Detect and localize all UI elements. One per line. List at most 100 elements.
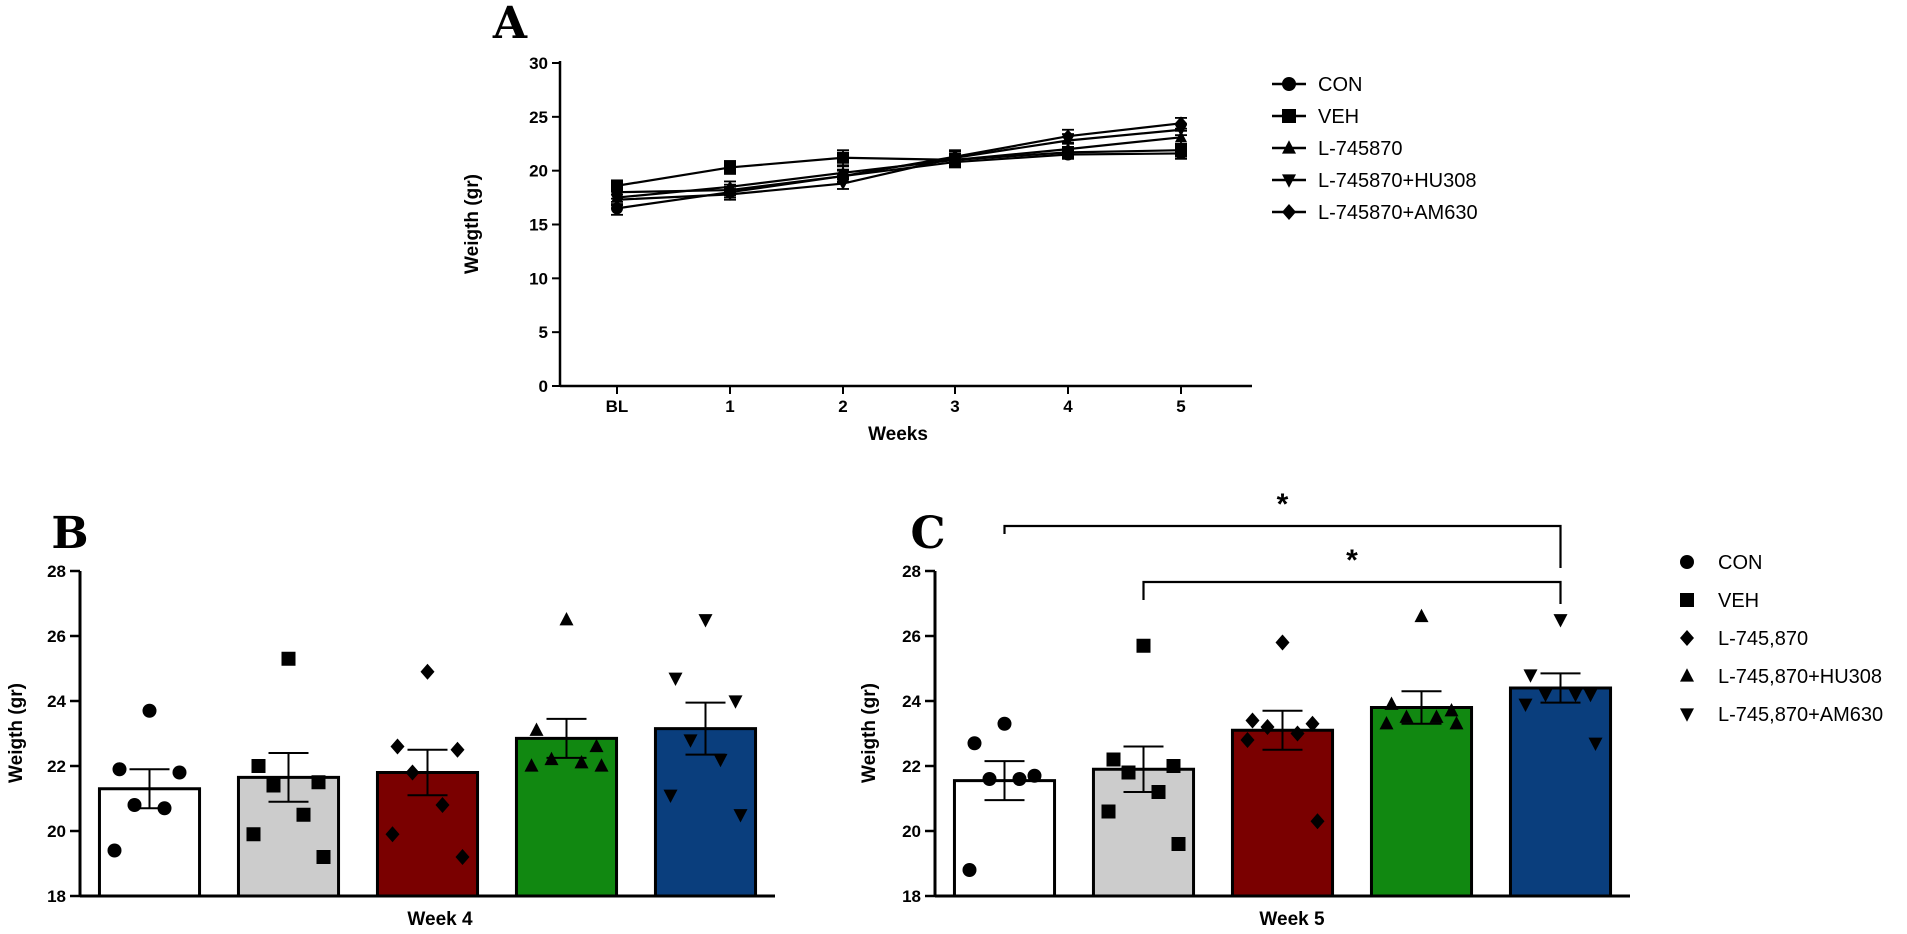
legend-label: L-745870 <box>1318 138 1403 160</box>
data-point <box>544 751 559 766</box>
y-tick-label: 20 <box>902 822 921 841</box>
data-point <box>1175 144 1187 157</box>
data-point <box>420 663 435 680</box>
legend-label: L-745,870+HU308 <box>1718 666 1882 688</box>
panel-c-y-axis-title: Weigth (gr) <box>859 683 880 783</box>
data-point <box>1166 759 1181 773</box>
legend-label: L-745870+HU308 <box>1318 170 1476 192</box>
data-point <box>1588 737 1603 751</box>
x-tick-label: 4 <box>1063 397 1073 416</box>
data-point <box>1429 709 1444 723</box>
data-point <box>455 848 470 866</box>
y-tick-label: 26 <box>47 627 66 646</box>
panel-c-significance: ** <box>1003 488 1562 604</box>
panel-a-series <box>611 116 1187 216</box>
legend-marker <box>1282 140 1296 154</box>
bar-group-4 <box>653 614 758 898</box>
legend-label: VEH <box>1718 590 1759 612</box>
y-tick-label: 0 <box>539 377 548 396</box>
bar-group-1 <box>1091 638 1196 898</box>
data-point <box>1062 129 1074 144</box>
panel-c-bars <box>952 608 1613 898</box>
data-point <box>1275 634 1290 651</box>
data-point <box>251 759 266 773</box>
legend-marker <box>1282 203 1296 221</box>
y-tick-label: 22 <box>47 757 66 776</box>
data-point <box>559 612 574 626</box>
x-tick-label: 5 <box>1176 397 1185 416</box>
data-point <box>127 798 142 812</box>
panel-b-x-axis-title: Week 4 <box>407 909 473 930</box>
legend-item: L-745870 <box>1272 138 1403 160</box>
legend-marker <box>1680 708 1694 722</box>
panel-b-y-axis-title: Weigth (gr) <box>6 683 27 783</box>
data-point <box>733 809 748 823</box>
data-point <box>594 758 609 772</box>
data-point <box>1384 696 1399 710</box>
data-point <box>1523 669 1538 683</box>
panel-a: A 0 5 10 15 20 25 30 BL 1 2 3 4 5 CON VEH L-745870 L-74… <box>462 0 1478 445</box>
data-point <box>142 703 157 718</box>
panel-a-y-axis-title: Weigth (gr) <box>462 174 483 274</box>
data-point <box>1583 688 1598 703</box>
data-point <box>982 772 997 786</box>
data-point <box>1449 716 1464 730</box>
data-point <box>1012 772 1027 786</box>
legend-label: CON <box>1718 552 1762 574</box>
data-point <box>698 614 713 628</box>
y-tick-label: 22 <box>902 757 921 776</box>
data-point <box>589 738 604 753</box>
legend-marker <box>1282 77 1296 91</box>
legend-label: L-745,870 <box>1718 628 1808 650</box>
data-point <box>574 755 589 769</box>
panel-b-label: B <box>51 508 88 559</box>
data-point <box>296 807 311 822</box>
legend-marker <box>1282 174 1296 188</box>
legend-item: CON <box>1272 74 1362 96</box>
bar-group-2 <box>375 663 480 898</box>
data-point <box>107 843 122 858</box>
data-point <box>266 778 281 793</box>
data-point <box>611 185 623 200</box>
panel-c-label: C <box>910 508 945 559</box>
data-point <box>1101 804 1116 819</box>
legend-marker <box>1680 555 1694 569</box>
panel-b-bars <box>97 612 758 898</box>
bar-group-0 <box>952 716 1057 898</box>
legend-label: L-745,870+AM630 <box>1718 704 1883 726</box>
legend-label: L-745870+AM630 <box>1318 202 1478 224</box>
series-veh <box>611 142 1187 193</box>
y-tick-label: 25 <box>529 108 548 127</box>
legend-marker <box>1680 629 1694 647</box>
x-tick-label: BL <box>606 397 629 416</box>
panel-b: B 18 20 22 24 26 28 Week 4 Weigth (gr) <box>6 508 775 930</box>
panel-a-x-axis-title: Weeks <box>868 424 928 445</box>
data-point <box>724 183 736 197</box>
data-point <box>713 753 728 768</box>
series-line <box>616 128 1182 201</box>
legend-item: VEH <box>1680 590 1759 612</box>
data-point <box>949 149 961 164</box>
y-tick-label: 28 <box>47 562 66 581</box>
data-point <box>663 789 678 803</box>
legend-item: L-745,870+HU308 <box>1680 666 1882 688</box>
data-point <box>311 775 326 790</box>
y-tick-label: 15 <box>529 216 548 235</box>
data-point <box>1062 142 1074 154</box>
bar-group-3 <box>514 612 619 898</box>
data-point <box>683 734 698 748</box>
x-tick-label: 1 <box>725 397 734 416</box>
data-point <box>1444 703 1459 717</box>
data-point <box>1290 725 1305 742</box>
y-tick-label: 5 <box>539 323 548 342</box>
data-point <box>529 722 544 736</box>
data-point <box>1414 608 1429 623</box>
legend-item: L-745,870 <box>1680 628 1808 650</box>
data-point <box>1171 837 1186 851</box>
data-point <box>1175 116 1187 131</box>
y-tick-label: 18 <box>902 887 921 906</box>
data-point <box>1136 638 1151 653</box>
data-point <box>524 758 539 772</box>
data-point <box>246 827 261 842</box>
